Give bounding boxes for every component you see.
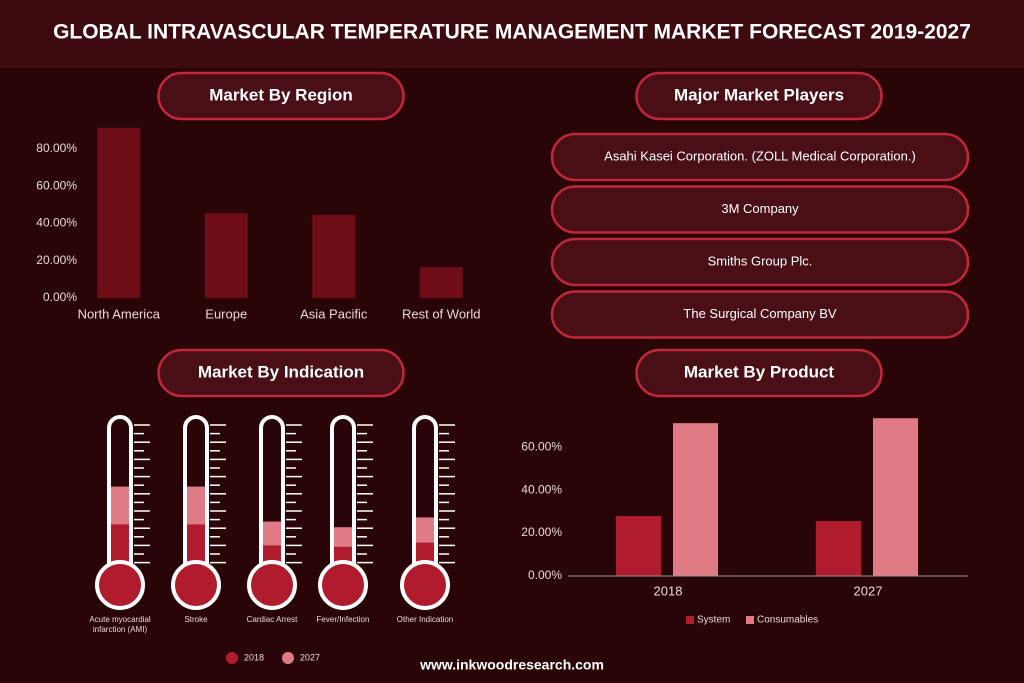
- player-name: The Surgical Company BV: [683, 306, 837, 321]
- indication-label: Stroke: [184, 615, 208, 624]
- y-tick-label: 40.00%: [521, 482, 562, 496]
- bar: [816, 521, 861, 576]
- legend-swatch: [686, 616, 694, 624]
- bulb: [247, 560, 297, 610]
- legend-label: 2027: [300, 652, 320, 662]
- player-name-box: [550, 237, 970, 287]
- bulb: [318, 560, 368, 610]
- section-heading-box: [157, 71, 405, 121]
- y-tick-label: 20.00%: [521, 525, 562, 539]
- legend-label: System: [697, 615, 730, 626]
- legend-swatch: [226, 652, 238, 664]
- x-tick-label: Asia Pacific: [300, 306, 368, 321]
- bar: [419, 267, 463, 298]
- y-tick-label: 80.00%: [36, 141, 77, 155]
- bar: [204, 213, 248, 298]
- section-heading-box: [635, 71, 883, 121]
- y-tick-label: 0.00%: [528, 568, 562, 582]
- bar: [312, 214, 356, 298]
- x-tick-label: 2018: [654, 583, 683, 598]
- indication-label: Other Indication: [396, 615, 454, 624]
- bar: [873, 418, 918, 576]
- legend-swatch: [746, 616, 754, 624]
- y-tick-label: 0.00%: [43, 290, 77, 304]
- section-heading: Market By Product: [684, 362, 835, 381]
- player-name-box: [550, 290, 970, 339]
- player-name-box: [550, 185, 970, 234]
- legend-label: Consumables: [757, 615, 818, 626]
- section-heading: Market By Region: [209, 85, 353, 104]
- indication-label: Cardiac Arrest: [246, 615, 298, 624]
- bulb: [171, 560, 221, 610]
- player-name-box: [550, 132, 970, 182]
- indication-label: Fever/Infection: [316, 615, 370, 624]
- legend-label: 2018: [244, 652, 264, 662]
- y-tick-label: 40.00%: [36, 216, 77, 230]
- bar: [616, 516, 661, 576]
- x-tick-label: Rest of World: [402, 306, 481, 321]
- bar: [97, 127, 141, 299]
- section-heading-box: [635, 348, 883, 398]
- x-tick-label: North America: [78, 306, 161, 321]
- player-name: 3M Company: [721, 201, 799, 216]
- section-heading: Major Market Players: [674, 85, 844, 104]
- section-heading-box: [157, 348, 405, 398]
- x-tick-label: 2027: [854, 583, 883, 598]
- section-heading: Market By Indication: [198, 362, 364, 381]
- player-name: Asahi Kasei Corporation. (ZOLL Medical C…: [604, 148, 916, 163]
- legend-swatch: [282, 652, 294, 664]
- x-tick-label: Europe: [205, 306, 247, 321]
- player-name: Smiths Group Plc.: [708, 253, 813, 268]
- title-bar: [0, 0, 1024, 68]
- page-title: GLOBAL INTRAVASCULAR TEMPERATURE MANAGEM…: [53, 21, 971, 44]
- bulb: [400, 560, 450, 610]
- bar: [673, 423, 718, 576]
- y-tick-label: 60.00%: [36, 178, 77, 192]
- footer: www.inkwoodresearch.com: [419, 657, 604, 673]
- bulb: [95, 560, 145, 610]
- y-tick-label: 60.00%: [521, 439, 562, 453]
- y-tick-label: 20.00%: [36, 253, 77, 267]
- indication-label: Acute myocardial infarction (AMI): [89, 615, 151, 634]
